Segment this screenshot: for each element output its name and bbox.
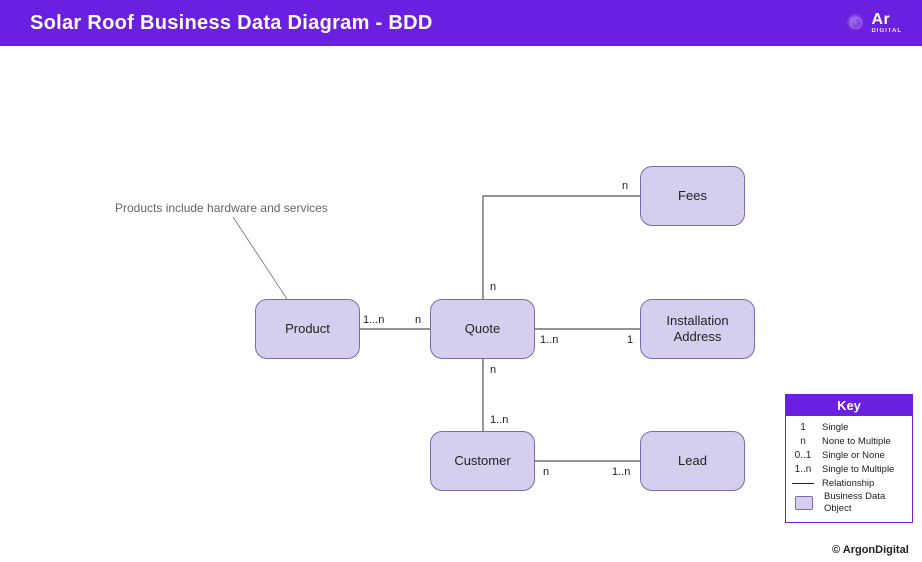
- edge-quote-fees: [483, 196, 640, 299]
- legend-row-2: 0..1 Single or None: [792, 450, 906, 462]
- legend-desc: Single or None: [822, 450, 885, 461]
- brand-text: Ar DIGITAL: [871, 12, 902, 34]
- edge-label-quote-addr-1: 1: [627, 334, 633, 346]
- edge-label-quote-fees-1: n: [622, 180, 628, 192]
- legend-row-3: 1..n Single to Multiple: [792, 464, 906, 476]
- node-quote: Quote: [430, 299, 535, 359]
- node-fees: Fees: [640, 166, 745, 226]
- node-lead: Lead: [640, 431, 745, 491]
- legend-desc: Relationship: [822, 478, 874, 489]
- legend-symbol: 0..1: [792, 450, 814, 462]
- edge-label-product-quote-0: 1...n: [363, 314, 384, 326]
- node-product: Product: [255, 299, 360, 359]
- legend-desc: Business Data Object: [824, 491, 906, 514]
- legend-desc: None to Multiple: [822, 436, 891, 447]
- brand-sub: DIGITAL: [871, 28, 902, 34]
- legend-symbol: 1..n: [792, 464, 814, 476]
- legend-title: Key: [786, 395, 912, 416]
- page-title: Solar Roof Business Data Diagram - BDD: [30, 12, 433, 35]
- edge-label-quote-customer-0: n: [490, 364, 496, 376]
- edge-label-product-quote-1: n: [415, 314, 421, 326]
- diagram-canvas: 1...n n 1..n 1 n n n 1..n n 1..n Products include …: [0, 46, 922, 562]
- legend-row-0: 1 Single: [792, 422, 906, 434]
- brand-name: Ar: [871, 12, 902, 28]
- legend-desc: Single to Multiple: [822, 464, 894, 475]
- edge-label-customer-lead-0: n: [543, 466, 549, 478]
- node-customer: Customer: [430, 431, 535, 491]
- legend-box: Key 1 Singlen None to Multiple 0..1 Single or…: [785, 394, 913, 523]
- header-bar: Solar Roof Business Data Diagram - BDD A…: [0, 0, 922, 46]
- legend-body: 1 Singlen None to Multiple 0..1 Single or No…: [786, 416, 912, 522]
- legend-row-5: Business Data Object: [792, 491, 906, 514]
- legend-symbol: 1: [792, 422, 814, 434]
- annotation-text-0: Products include hardware and services: [115, 201, 328, 215]
- legend-desc: Single: [822, 422, 848, 433]
- annotation-line-0: [233, 217, 287, 299]
- legend-line-icon: [792, 483, 814, 484]
- copyright-text: © ArgonDigital: [832, 544, 909, 556]
- legend-row-1: n None to Multiple: [792, 436, 906, 448]
- brand-logo: Ar DIGITAL: [847, 12, 902, 34]
- brand-mark-icon: [847, 14, 865, 32]
- node-addr: Installation Address: [640, 299, 755, 359]
- edge-label-quote-fees-0: n: [490, 281, 496, 293]
- legend-row-4: Relationship: [792, 478, 906, 489]
- legend-box-icon: [795, 496, 813, 510]
- edge-label-quote-customer-1: 1..n: [490, 414, 508, 426]
- edge-label-quote-addr-0: 1..n: [540, 334, 558, 346]
- legend-symbol: n: [792, 436, 814, 448]
- edge-label-customer-lead-1: 1..n: [612, 466, 630, 478]
